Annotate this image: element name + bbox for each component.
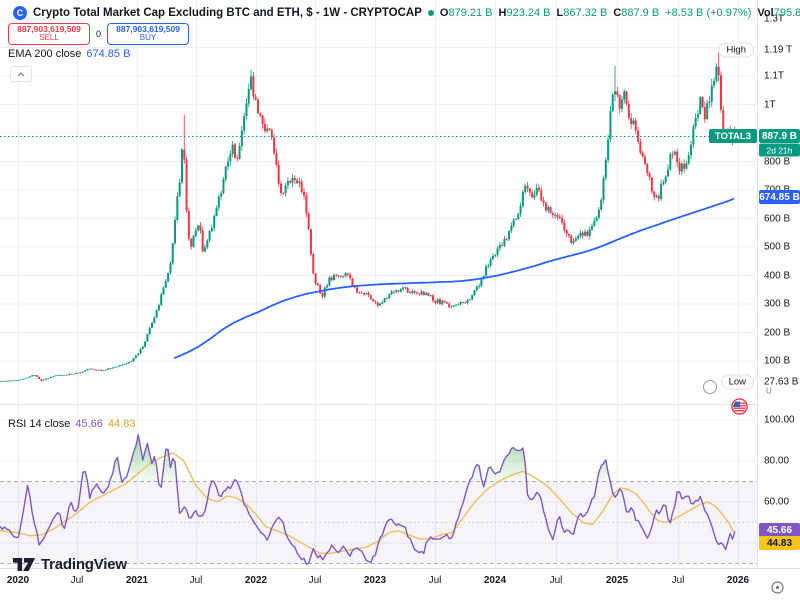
tradingview-logo-text: TradingView xyxy=(41,556,127,573)
rsi-ma-legend-value: 44.83 xyxy=(107,418,136,430)
buy-label: BUY xyxy=(139,33,157,43)
rsi-value-badge: 45.66 xyxy=(759,523,800,537)
price-axis-label: 200 B xyxy=(764,327,791,338)
ema-legend-value: 674.85 B xyxy=(86,48,131,60)
low-axis-sub: U xyxy=(766,386,772,396)
candlestick-series xyxy=(0,50,736,382)
ohlc-item: O879.21 B xyxy=(440,7,493,19)
ohlc-item: H923.24 B xyxy=(499,7,551,19)
volume-value: 795.8 B xyxy=(773,7,800,19)
rsi-zone-fill xyxy=(161,449,177,482)
time-axis-label: 2022 xyxy=(244,575,268,586)
chevron-up-icon xyxy=(17,71,25,76)
ohlc-values: O879.21 B H923.24 B L867.32 B C887.9 B +8.53… xyxy=(440,7,800,19)
time-axis-label: Jul xyxy=(428,575,442,586)
time-axis-label: 2026 xyxy=(726,575,750,586)
ohlc-label: H xyxy=(498,7,507,19)
chart-header: C Crypto Total Market Cap Excluding BTC … xyxy=(13,6,800,20)
time-axis-label: Jul xyxy=(70,575,84,586)
price-axis-label: 800 B xyxy=(764,156,791,167)
price-scale[interactable]: 1.3T 1.1T 1T 800 B 700 B 600 B 500 B 400 B 300 B… xyxy=(757,0,800,568)
sell-label: SELL xyxy=(39,33,59,43)
last-price-badge: 887.9 B xyxy=(759,129,800,144)
go-to-realtime-icon[interactable] xyxy=(771,581,784,594)
ohlc-value: 887.9 B xyxy=(621,7,660,19)
rsi-line xyxy=(0,434,736,565)
time-axis-label: 2020 xyxy=(6,575,30,586)
change-value: +8.53 B (+0.97%) xyxy=(665,7,752,19)
sell-button[interactable]: 887,903,619,509 SELL xyxy=(8,23,90,45)
symbol-title[interactable]: Crypto Total Market Cap Excluding BTC an… xyxy=(33,7,422,19)
price-axis-label: 600 B xyxy=(764,213,791,224)
rsi-bands xyxy=(0,481,757,564)
tradingview-logo-icon xyxy=(12,558,36,571)
buy-button[interactable]: 887,903,619,509 BUY xyxy=(107,23,190,45)
ohlc-value: 867.32 B xyxy=(563,7,608,19)
ohlc-item: C887.9 B xyxy=(613,7,659,19)
market-status-dot-icon xyxy=(427,10,434,16)
time-axis-label: Jul xyxy=(308,575,322,586)
price-axis-label: 1T xyxy=(764,99,776,110)
rsi-ma-value-badge: 44.83 xyxy=(759,536,800,550)
rsi-zone-fill xyxy=(485,447,527,482)
ema-legend[interactable]: EMA 200 close 674.85 B xyxy=(8,48,130,60)
price-axis-label: 100 B xyxy=(764,355,791,367)
high-axis-value: 1.19 T xyxy=(764,44,793,56)
time-axis-label: 2024 xyxy=(483,575,507,586)
rsi-axis-label: 60.00 xyxy=(764,496,790,508)
time-axis-label: 2025 xyxy=(605,575,629,586)
rsi-ma-line xyxy=(0,452,736,554)
event-circle-icon xyxy=(703,380,717,394)
tradingview-logo[interactable]: TradingView xyxy=(12,556,127,573)
ema-value-badge: 674.85 B xyxy=(759,190,800,205)
time-axis-label: Jul xyxy=(671,575,685,586)
rsi-zone-fill xyxy=(597,459,611,482)
ohlc-label: C xyxy=(613,7,622,19)
rsi-axis-label: 80.00 xyxy=(764,455,790,467)
price-axis-label: 700 B xyxy=(764,185,790,196)
rsi-legend[interactable]: RSI 14 close 45.66 44.83 xyxy=(8,418,135,430)
price-axis-label: 500 B xyxy=(764,241,791,253)
ohlc-item: L867.32 B xyxy=(557,7,608,19)
sell-price: 887,903,619,509 xyxy=(17,23,81,34)
time-axis-label: 2021 xyxy=(125,575,149,586)
grid-lines xyxy=(0,0,757,568)
low-axis-value: 27.63 B xyxy=(764,376,799,388)
high-marker-pill: High xyxy=(718,42,754,58)
economic-event-flag-icon[interactable] xyxy=(731,398,748,415)
ohlc-label: O xyxy=(439,7,449,19)
spread-value: 0 xyxy=(96,29,102,39)
price-axis-label: 1.1T xyxy=(764,70,785,82)
rsi-zone-fill xyxy=(109,457,122,482)
ema-legend-label: EMA 200 close xyxy=(8,48,82,60)
low-marker-pill: Low xyxy=(720,374,754,390)
ohlc-value: 879.21 B xyxy=(448,7,493,19)
price-axis-label: 1.3T xyxy=(764,13,785,25)
ohlc-label: L xyxy=(556,7,564,19)
buy-price: 887,903,619,509 xyxy=(116,23,180,34)
volume-item: Vol795.8 B xyxy=(757,7,800,19)
ema-line xyxy=(173,197,735,359)
symbol-logo-icon: C xyxy=(13,6,27,20)
time-axis-label: Jul xyxy=(549,575,563,586)
ohlc-value: 923.24 B xyxy=(506,7,551,19)
countdown-badge: 2d 21h xyxy=(759,143,800,157)
pane-collapse-button[interactable] xyxy=(10,66,32,82)
time-scale[interactable]: 2020 Jul 2021 Jul 2022 Jul 2023 Jul 2024 Jul 2025 J… xyxy=(0,568,800,601)
rsi-legend-value: 45.66 xyxy=(75,418,103,430)
time-axis-label: Jul xyxy=(189,575,203,586)
volume-label: Vol xyxy=(757,7,774,19)
rsi-legend-label: RSI 14 close xyxy=(8,418,71,430)
time-axis-label: 2023 xyxy=(363,575,387,586)
symbol-price-pill: TOTAL3 xyxy=(708,129,757,144)
trade-buttons: 887,903,619,509 SELL 0 887,903,619,509 B… xyxy=(8,23,190,45)
rsi-axis-label: 100.00 xyxy=(764,414,795,426)
rsi-zone-fill xyxy=(122,434,159,482)
price-axis-label: 300 B xyxy=(764,298,791,310)
price-axis-label: 400 B xyxy=(764,270,791,281)
